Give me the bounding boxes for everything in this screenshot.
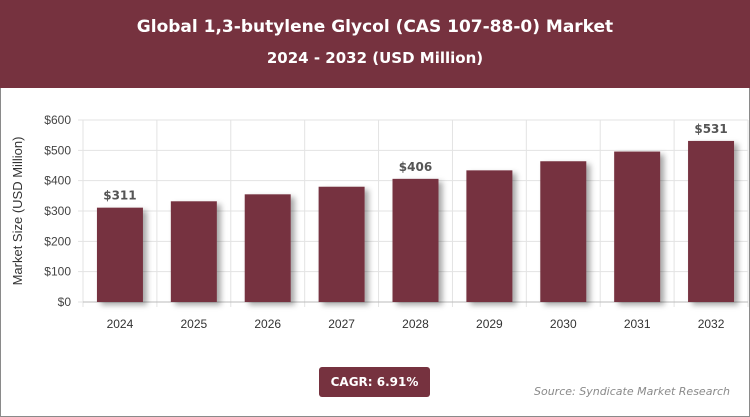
x-tick-label: 2024 bbox=[107, 317, 134, 331]
y-axis-label: Market Size (USD Million) bbox=[10, 137, 25, 286]
bar-2027 bbox=[318, 186, 365, 302]
y-tick-label: $500 bbox=[44, 143, 71, 157]
y-tick-label: $0 bbox=[58, 295, 72, 309]
bar-2030 bbox=[540, 161, 587, 302]
chart-title: Global 1,3-butylene Glycol (CAS 107-88-0… bbox=[136, 17, 614, 37]
bar-chart: $0 $100 $200 $300 $400 $500 $600 2024 $311 2025 20… bbox=[10, 113, 749, 331]
y-tick-label: $200 bbox=[44, 234, 71, 248]
cagr-badge: CAGR: 6.91% bbox=[319, 367, 430, 397]
x-tick-label: 2028 bbox=[402, 317, 429, 331]
x-tick-label: 2026 bbox=[254, 317, 281, 331]
y-tick-label: $300 bbox=[44, 204, 71, 218]
bar-2029 bbox=[466, 170, 513, 302]
bar-2032 bbox=[688, 140, 735, 302]
y-tick-label: $400 bbox=[44, 174, 71, 188]
data-label: $311 bbox=[103, 189, 136, 203]
chart-header: Global 1,3-butylene Glycol (CAS 107-88-0… bbox=[0, 0, 750, 88]
data-label: $406 bbox=[399, 160, 432, 174]
bar-2026 bbox=[244, 194, 291, 302]
x-tick-label: 2025 bbox=[180, 317, 207, 331]
bar-2024 bbox=[96, 207, 143, 302]
x-tick-label: 2030 bbox=[550, 317, 577, 331]
source-note: Source: Syndicate Market Research bbox=[534, 385, 730, 398]
x-tick-label: 2031 bbox=[624, 317, 651, 331]
x-tick-label: 2029 bbox=[476, 317, 503, 331]
x-tick-label: 2032 bbox=[698, 317, 725, 331]
y-tick-label: $100 bbox=[44, 265, 71, 279]
bar-2031 bbox=[614, 151, 661, 302]
bar-2028 bbox=[392, 178, 439, 302]
bar-2025 bbox=[170, 201, 217, 302]
y-tick-label: $600 bbox=[44, 113, 71, 127]
data-label: $531 bbox=[694, 122, 727, 136]
chart-subtitle: 2024 - 2032 (USD Million) bbox=[266, 49, 484, 67]
x-tick-label: 2027 bbox=[328, 317, 355, 331]
